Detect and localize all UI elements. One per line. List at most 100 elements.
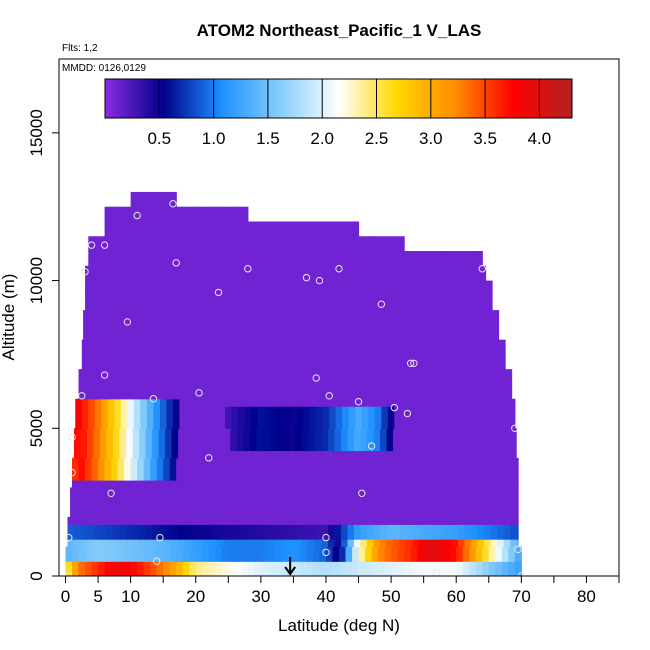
heatmap-cell [98,280,106,289]
heatmap-cell [436,479,444,488]
heatmap-cell [245,317,253,326]
heatmap-cell [197,516,205,525]
heatmap-cell [309,361,317,370]
heatmap-cell [301,531,309,540]
heatmap-cell [111,295,119,304]
heatmap-cell [78,561,86,570]
heatmap-cell [135,487,143,496]
heatmap-cell [200,317,208,326]
heatmap-cell [497,450,505,459]
heatmap-cell [163,273,171,282]
heatmap-cell [221,553,229,562]
heatmap-cell [283,398,291,407]
heatmap-cell [204,531,212,540]
heatmap-cell [332,472,340,481]
sample-point [214,288,223,297]
heatmap-cell [270,243,278,252]
heatmap-cell [213,509,221,518]
heatmap-cell [133,398,141,407]
heatmap-cell [212,398,220,407]
heatmap-cell [296,236,304,245]
heatmap-cell [391,287,399,296]
heatmap-cell [314,516,323,525]
heatmap-cell [376,509,384,518]
heatmap-cell [130,376,138,385]
heatmap-cell [378,273,386,282]
x-tick-label: 60 [447,587,466,606]
heatmap-cell [212,251,220,260]
heatmap-cell [228,302,236,311]
heatmap-cell [219,487,227,496]
heatmap-cell [423,287,431,296]
heatmap-cell [182,391,190,400]
heatmap-cell [438,450,446,459]
heatmap-cell [202,376,210,385]
heatmap-cell [449,280,457,289]
heatmap-cell [166,354,174,363]
heatmap-cell [309,251,317,260]
heatmap-cell [234,206,242,215]
heatmap-cell [217,450,225,459]
heatmap-cell [208,465,216,474]
heatmap-cell [191,516,199,525]
sample-point [68,468,76,477]
heatmap-cell [406,428,414,437]
heatmap-cell [87,539,95,548]
heatmap-cell [465,398,474,407]
heatmap-cell [232,494,240,503]
heatmap-cell [381,406,389,415]
heatmap-cell [492,347,500,356]
heatmap-cell [485,339,493,348]
heatmap-cell [413,398,421,407]
heatmap-cell [350,502,358,511]
heatmap-cell [436,383,444,392]
heatmap-cell [322,420,330,429]
heatmap-cell [137,546,145,555]
heatmap-cell [482,369,490,378]
heatmap-cell [361,361,369,370]
heatmap-cell [508,465,516,474]
heatmap-cell [133,258,141,267]
heatmap-cell [127,251,135,260]
heatmap-cell [382,502,390,511]
heatmap-cell [185,236,194,245]
heatmap-cell [301,435,309,444]
heatmap-cell [433,361,441,370]
heatmap-cell [436,553,444,562]
heatmap-cell [150,191,158,200]
heatmap-cell [176,546,184,555]
heatmap-cell [172,354,181,363]
heatmap-cell [339,479,347,488]
heatmap-cell [180,324,188,333]
heatmap-cell [218,339,226,348]
heatmap-cell [215,568,223,576]
heatmap-cell [205,406,213,415]
heatmap-cell [218,347,226,356]
heatmap-cell [83,509,91,518]
heatmap-cell [319,391,327,400]
heatmap-cell [391,479,399,488]
heatmap-cell [182,457,190,466]
heatmap-cell [404,287,412,296]
heatmap-cell [267,228,275,237]
heatmap-cell [378,376,386,385]
heatmap-cell [428,509,436,518]
colorbar-tick-label: 2.5 [365,129,389,148]
heatmap-cell [374,398,382,407]
sample-point [322,533,330,542]
heatmap-cell [361,420,369,429]
heatmap-cell [107,361,115,370]
heatmap-cell [130,287,138,296]
heatmap-cell [421,324,429,333]
heatmap-cell [391,465,399,474]
heatmap-cell [475,472,483,481]
heatmap-cell [345,287,353,296]
heatmap-cell [226,487,234,496]
sample-point [432,569,441,576]
heatmap-cell [143,265,151,274]
heatmap-cell [417,376,425,385]
heatmap-cell [120,339,128,348]
heatmap-cell [352,568,360,576]
heatmap-cell [384,553,392,562]
heatmap-cell [223,539,231,548]
